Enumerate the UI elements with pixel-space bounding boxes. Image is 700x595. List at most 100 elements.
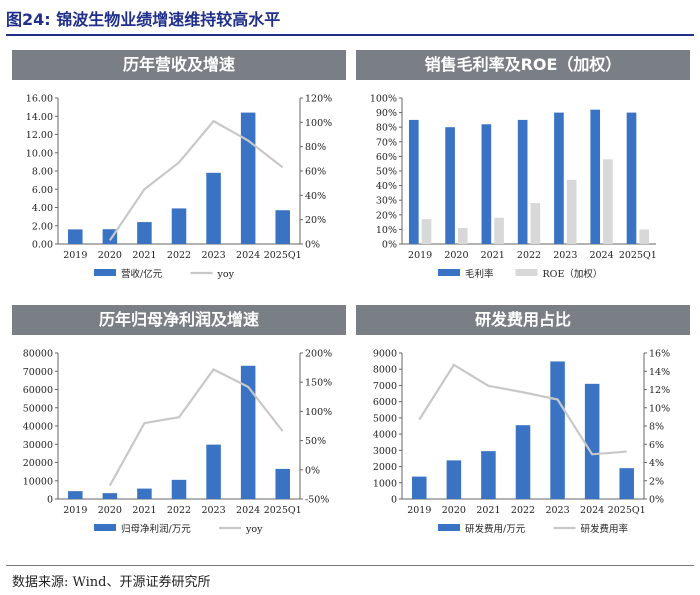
bar	[554, 112, 564, 244]
y-tick-label-left: 6000	[373, 397, 397, 408]
y-tick-label-right: 60%	[305, 167, 326, 178]
bar-secondary	[603, 159, 613, 244]
bar	[584, 383, 600, 499]
y-tick-label-right: 150%	[305, 378, 332, 389]
y-tick-label-right: 12%	[649, 385, 670, 396]
y-tick-label-right: 0%	[305, 240, 320, 251]
bar	[240, 112, 256, 244]
y-tick-label-left: 90%	[376, 108, 397, 119]
legend-label: 毛利率	[465, 268, 494, 280]
bar-secondary	[421, 219, 432, 244]
bar	[102, 493, 118, 499]
panel-rd: 研发费用占比 0 1000 2000 3000 4000 5000 6000 7000 8000…	[356, 305, 690, 550]
legend-label: yoy	[245, 524, 263, 535]
y-tick-label-left: 4.00	[32, 203, 53, 214]
y-tick-label-left: 20000	[23, 458, 53, 469]
y-tick-label-left: 7000	[373, 381, 397, 392]
legend-label: yoy	[217, 269, 235, 280]
x-tick-label: 2020	[98, 250, 122, 261]
y-tick-label-right: 200%	[305, 349, 332, 360]
x-tick-label: 2025Q1	[608, 505, 646, 516]
y-tick-label-left: 3000	[373, 446, 397, 457]
bar-secondary	[566, 179, 577, 244]
y-tick-label-left: 60000	[23, 385, 53, 396]
x-tick-label: 2024	[589, 250, 613, 261]
bar-secondary	[457, 227, 468, 244]
legend-bar-swatch	[94, 269, 116, 276]
y-tick-label-left: 2.00	[32, 221, 53, 232]
legend-bar-swatch	[438, 269, 460, 276]
bar	[137, 222, 152, 244]
y-tick-label-right: 0%	[305, 465, 320, 476]
y-tick-label-left: 80000	[23, 349, 53, 360]
bar	[412, 476, 427, 499]
y-tick-label-left: 12.00	[26, 130, 53, 141]
x-tick-label: 2019	[407, 505, 431, 516]
y-tick-label-left: 0.00	[32, 240, 53, 251]
bar	[619, 468, 634, 499]
y-tick-label-right: 6%	[649, 440, 664, 451]
footer-divider	[6, 565, 694, 566]
x-tick-label: 2019	[408, 250, 432, 261]
y-tick-label-left: 2000	[373, 462, 397, 473]
panel-net-profit: 历年归母净利润及增速 0 10000 20000 30000 40000 50000 600…	[12, 305, 346, 550]
y-tick-label-left: 1000	[373, 478, 397, 489]
y-tick-label-left: 30%	[376, 196, 397, 207]
source-note: 数据来源: Wind、开源证券研究所	[12, 575, 211, 590]
y-tick-label-right: 80%	[305, 142, 326, 153]
panel-title: 研发费用占比	[356, 305, 690, 335]
y-tick-label-left: 70%	[376, 137, 397, 148]
x-tick-label: 2023	[201, 250, 225, 261]
y-tick-label-left: 70000	[23, 367, 53, 378]
x-tick-label: 2020	[442, 505, 466, 516]
y-tick-label-left: 10%	[376, 225, 397, 236]
legend-label: 研发费用/万元	[465, 523, 526, 535]
bar	[550, 361, 565, 499]
y-tick-label-right: -50%	[305, 495, 329, 506]
x-tick-label: 2019	[63, 250, 87, 261]
y-tick-label-left: 40%	[376, 181, 397, 192]
y-tick-label-left: 100%	[370, 94, 397, 105]
bar-secondary	[530, 203, 541, 244]
y-tick-label-left: 30000	[23, 440, 53, 451]
net-profit-chart: 0 10000 20000 30000 40000 50000 60000 70000 8000…	[23, 349, 332, 536]
y-tick-label-right: 10%	[649, 403, 670, 414]
rd-chart: 01000200030004000500060007000800090000%2…	[373, 349, 670, 536]
bar	[68, 491, 83, 499]
y-tick-label-left: 5000	[373, 413, 397, 424]
legend-label: 营收/亿元	[121, 268, 163, 280]
bar	[137, 488, 152, 499]
y-tick-label-left: 10.00	[26, 148, 53, 159]
y-tick-label-right: 0%	[649, 495, 664, 506]
y-tick-label-left: 50000	[23, 403, 53, 414]
y-tick-label-right: 8%	[649, 422, 664, 433]
y-tick-label-left: 0	[47, 495, 53, 506]
bar	[102, 229, 118, 244]
bar	[446, 460, 462, 499]
x-tick-label: 2022	[167, 250, 191, 261]
bar	[481, 124, 492, 244]
panel-revenue: 历年营收及增速 0.00 2.00 4.00 6.00 8.00 10.00 12.00 14…	[12, 50, 346, 295]
x-tick-label: 2021	[476, 505, 500, 516]
legend-bar-swatch	[515, 269, 538, 276]
y-tick-label-left: 9000	[373, 349, 397, 360]
y-tick-label-right: 20%	[305, 215, 326, 226]
y-tick-label-left: 50%	[376, 167, 397, 178]
series-line	[108, 119, 284, 241]
x-tick-label: 2025Q1	[264, 250, 302, 261]
x-tick-label: 2019	[63, 505, 87, 516]
y-tick-label-right: 120%	[305, 94, 332, 105]
y-tick-label-left: 10000	[23, 476, 53, 487]
legend-bar-swatch	[94, 524, 116, 531]
y-tick-label-right: 2%	[649, 476, 664, 487]
bar	[275, 468, 290, 499]
x-tick-label: 2021	[481, 250, 505, 261]
x-tick-label: 2021	[132, 505, 156, 516]
revenue-chart: 0.00 2.00 4.00 6.00 8.00 10.00 12.00 14.00 16.00…	[26, 94, 332, 281]
x-tick-label: 2020	[98, 505, 122, 516]
x-tick-label: 2024	[236, 250, 260, 261]
y-tick-label-right: 14%	[649, 367, 670, 378]
y-tick-label-left: 4000	[373, 430, 397, 441]
y-tick-label-right: 100%	[305, 407, 332, 418]
y-tick-label-left: 20%	[376, 210, 397, 221]
